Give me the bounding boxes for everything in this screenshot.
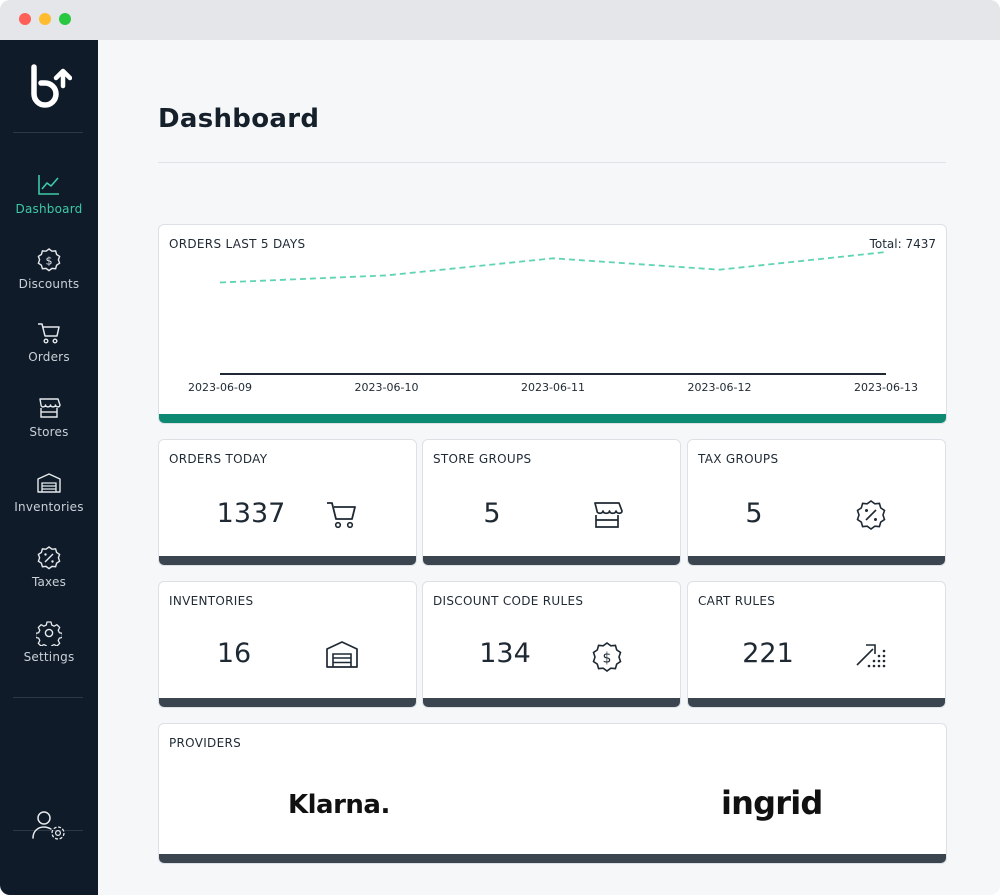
stat-card-inventories[interactable]: INVENTORIES 16: [158, 581, 417, 708]
gear-icon: [34, 620, 64, 650]
maximize-window-button[interactable]: [59, 13, 71, 25]
card-label: INVENTORIES: [169, 594, 254, 608]
user-settings-icon[interactable]: [30, 808, 68, 842]
cart-icon: [325, 498, 359, 532]
stat-card-orders-today[interactable]: ORDERS TODAY 1337: [158, 439, 417, 566]
page-title: Dashboard: [158, 104, 320, 134]
sidebar-item-stores[interactable]: Stores: [0, 395, 98, 457]
trend-arrow-icon: [854, 638, 888, 672]
store-icon: [36, 395, 62, 421]
sidebar-divider: [13, 697, 83, 698]
sidebar-item-settings[interactable]: Settings: [0, 620, 98, 682]
card-accent-bar: [159, 698, 416, 707]
sidebar-item-label: Discounts: [18, 277, 80, 291]
stat-value: 5: [483, 498, 501, 529]
sidebar: Dashboard $ Discounts Orders Stores Inve…: [0, 40, 98, 895]
x-tick-label: 2023-06-11: [521, 381, 585, 394]
orders-chart-card: ORDERS LAST 5 DAYS Total: 7437 2023-06-0…: [158, 224, 947, 424]
sidebar-item-discounts[interactable]: $ Discounts: [0, 247, 98, 309]
ingrid-logo[interactable]: ingrid: [721, 784, 823, 822]
stat-value: 5: [745, 498, 763, 529]
minimize-window-button[interactable]: [39, 13, 51, 25]
sidebar-item-label: Taxes: [31, 575, 67, 589]
orders-line-chart: 2023-06-09 2023-06-10 2023-06-11 2023-06-12…: [188, 251, 918, 394]
stat-value: 1337: [216, 498, 286, 529]
chart-total: Total: 7437: [869, 237, 936, 251]
percent-badge-icon: [854, 498, 888, 532]
card-label: ORDERS LAST 5 DAYS: [169, 237, 306, 251]
sidebar-item-label: Settings: [23, 650, 75, 664]
sidebar-item-label: Inventories: [14, 500, 84, 514]
sidebar-divider: [13, 132, 83, 133]
x-tick-label: 2023-06-10: [355, 381, 419, 394]
card-label: TAX GROUPS: [698, 452, 779, 466]
svg-text:$: $: [603, 651, 612, 667]
sidebar-item-dashboard[interactable]: Dashboard: [0, 172, 98, 234]
series-line: [219, 251, 887, 284]
dollar-badge-icon: $: [590, 640, 624, 674]
card-accent-bar: [423, 698, 680, 707]
percent-badge-icon: [36, 545, 62, 571]
stat-value: 221: [742, 638, 794, 669]
sidebar-item-label: Dashboard: [15, 202, 83, 216]
card-label: PROVIDERS: [169, 736, 242, 750]
title-divider: [158, 162, 946, 163]
stat-card-discount-code-rules[interactable]: DISCOUNT CODE RULES 134 $: [422, 581, 681, 708]
card-accent-bar: [159, 556, 416, 565]
klarna-logo[interactable]: Klarna.: [288, 790, 390, 820]
sidebar-item-orders[interactable]: Orders: [0, 320, 98, 382]
sidebar-divider: [13, 830, 83, 831]
stat-value: 16: [216, 638, 252, 669]
warehouse-icon: [325, 638, 359, 672]
close-window-button[interactable]: [19, 13, 31, 25]
card-accent-bar: [159, 854, 946, 863]
card-label: CART RULES: [698, 594, 776, 608]
card-accent-bar: [688, 556, 945, 565]
sidebar-item-taxes[interactable]: Taxes: [0, 545, 98, 607]
brand-logo-icon[interactable]: [26, 64, 73, 110]
card-accent-bar: [159, 414, 946, 423]
stat-card-store-groups[interactable]: STORE GROUPS 5: [422, 439, 681, 566]
svg-text:$: $: [46, 255, 53, 268]
x-tick-label: 2023-06-09: [188, 381, 252, 394]
card-label: STORE GROUPS: [433, 452, 532, 466]
stat-value: 134: [479, 638, 531, 669]
card-label: DISCOUNT CODE RULES: [433, 594, 584, 608]
sidebar-item-label: Orders: [28, 350, 70, 364]
sidebar-item-inventories[interactable]: Inventories: [0, 470, 98, 532]
sidebar-item-label: Stores: [29, 425, 69, 439]
stat-card-cart-rules[interactable]: CART RULES 221: [687, 581, 946, 708]
store-icon: [590, 498, 624, 532]
warehouse-icon: [36, 470, 62, 496]
stat-card-tax-groups[interactable]: TAX GROUPS 5: [687, 439, 946, 566]
x-tick-label: 2023-06-12: [688, 381, 752, 394]
card-accent-bar: [423, 556, 680, 565]
x-tick-label: 2023-06-13: [854, 381, 918, 394]
card-accent-bar: [688, 698, 945, 707]
line-chart-icon: [36, 172, 62, 198]
cart-icon: [36, 320, 62, 346]
title-bar: [0, 0, 1000, 40]
providers-card: PROVIDERS Klarna. ingrid: [158, 723, 947, 864]
card-label: ORDERS TODAY: [169, 452, 268, 466]
dollar-badge-icon: $: [36, 247, 62, 273]
